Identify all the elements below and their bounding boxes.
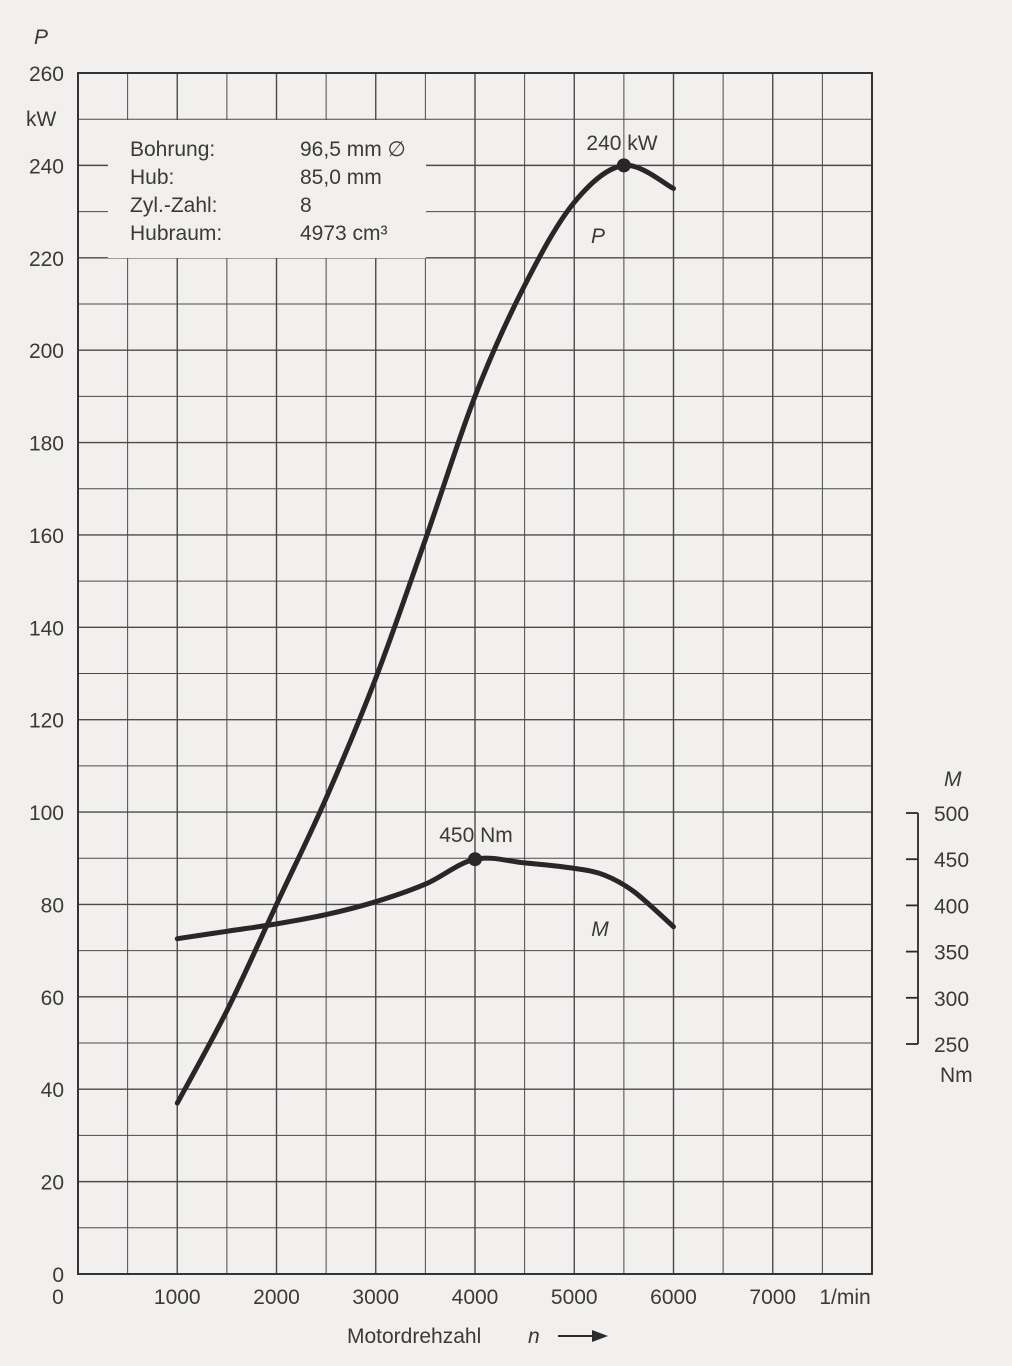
y-right-tick-label: 350 — [934, 942, 969, 965]
info-key: Hubraum: — [130, 222, 222, 245]
info-value: 8 — [300, 194, 312, 217]
axis-labels: 0 20 40 60 80 100 120 140 160 180 200 220 240 260 PkW 0… — [26, 26, 973, 1348]
info-value: 96,5 mm ∅ — [300, 138, 406, 161]
y-left-tick-label: 140 — [29, 617, 64, 640]
y-right-symbol: M — [944, 768, 962, 791]
series-p-curve — [174, 162, 676, 1106]
x-tick-label: 5000 — [551, 1286, 598, 1309]
x-axis-title: Motordrehzahl — [347, 1325, 481, 1348]
info-box-background — [108, 120, 426, 258]
y-left-tick-label: 180 — [29, 433, 64, 456]
series-p-peak-label: 240 kW — [586, 132, 657, 155]
x-tick-label: 4000 — [452, 1286, 499, 1309]
y-left-tick-label: 160 — [29, 525, 64, 548]
x-axis-arrow-head — [592, 1330, 608, 1342]
x-unit: 1/min — [819, 1286, 870, 1309]
info-key: Bohrung: — [130, 138, 215, 161]
x-tick-label: 0 — [52, 1286, 64, 1309]
y-left-tick-label: 20 — [41, 1172, 64, 1195]
curves: 240 kW P 450 Nm M — [174, 132, 676, 1106]
info-box: Bohrung: 96,5 mm ∅ Hub: 85,0 mm Zyl.-Zahl: 8 H… — [108, 120, 426, 258]
x-tick-label: 7000 — [749, 1286, 796, 1309]
y-left-tick-label: 240 — [29, 155, 64, 178]
info-key: Hub: — [130, 166, 174, 189]
y-left-tick-label: 120 — [29, 710, 64, 733]
x-tick-label: 3000 — [352, 1286, 399, 1309]
y-left-tick-label: 80 — [41, 894, 64, 917]
series-p-name: P — [591, 225, 605, 248]
y-right-tick-label: 300 — [934, 988, 969, 1011]
series-m-name: M — [591, 918, 609, 941]
x-tick-label: 6000 — [650, 1286, 697, 1309]
y-left-symbol: P — [34, 26, 48, 49]
y-right-tick-label: 500 — [934, 803, 969, 826]
plot-frame — [77, 72, 873, 1275]
y-left-tick-label: 40 — [41, 1079, 64, 1102]
series-m-peak-marker — [468, 852, 482, 867]
series-m-peak-label: 450 Nm — [439, 824, 513, 847]
y-left-tick-label: 60 — [41, 987, 64, 1010]
y-left-tick-label: 0 — [52, 1264, 64, 1287]
grid — [77, 72, 873, 1275]
y-left-tick-label: 220 — [29, 248, 64, 271]
y-left-tick-label: 260 — [29, 63, 64, 86]
y-left-unit: kW — [26, 108, 57, 131]
x-tick-label: 1000 — [154, 1286, 201, 1309]
y-right-tick-label: 400 — [934, 895, 969, 918]
info-value: 4973 cm³ — [300, 222, 388, 245]
info-value: 85,0 mm — [300, 166, 382, 189]
y-right-tick-label: 450 — [934, 849, 969, 872]
y-right-tick-label: 250 — [934, 1034, 969, 1057]
info-key: Zyl.-Zahl: — [130, 194, 218, 217]
y-left-tick-label: 200 — [29, 340, 64, 363]
series-m-curve — [174, 855, 676, 942]
y-right-unit: Nm — [940, 1064, 973, 1087]
x-tick-label: 2000 — [253, 1286, 300, 1309]
y-left-tick-label: 100 — [29, 802, 64, 825]
x-axis-symbol: n — [528, 1325, 540, 1348]
series-p-peak-marker — [616, 158, 631, 173]
